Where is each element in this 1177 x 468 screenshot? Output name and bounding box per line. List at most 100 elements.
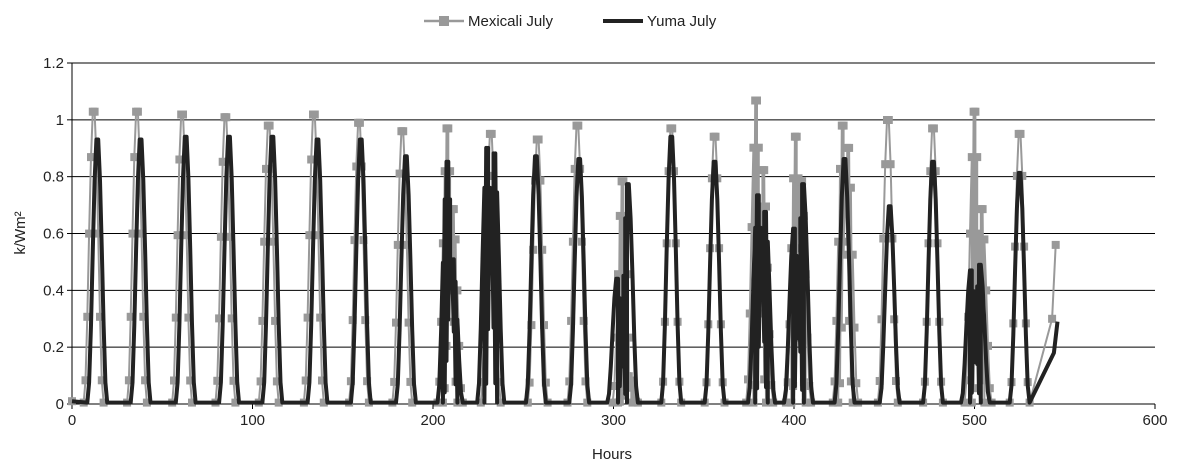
legend: Mexicali July Yuma July (424, 13, 717, 30)
data-point-mexicali (216, 232, 225, 241)
data-point-mexicali (886, 160, 895, 169)
data-point-mexicali (877, 315, 886, 324)
data-point-mexicali (404, 318, 413, 327)
data-point-mexicali (262, 164, 270, 173)
data-point-mexicali (318, 376, 326, 385)
data-point-mexicali (836, 379, 844, 388)
data-point-mexicali (399, 127, 408, 136)
x-tick-label: 300 (601, 412, 626, 429)
data-point-mexicali (301, 376, 310, 385)
data-point-mexicali (352, 162, 361, 171)
data-point-mexicali (171, 313, 180, 322)
data-point-mexicali (982, 286, 991, 295)
data-point-mexicali (574, 121, 583, 130)
data-point-mexicali (839, 121, 848, 130)
data-point-mexicali (753, 96, 761, 105)
data-point-mexicali (87, 153, 95, 162)
data-point-mexicali (711, 132, 720, 141)
y-axis-title: k/Wm² (12, 211, 29, 254)
data-point-mexicali (182, 231, 191, 240)
data-point-mexicali (272, 377, 281, 386)
data-point-mexicali (985, 384, 994, 393)
data-point-mexicali (408, 398, 417, 407)
data-point-mexicali (668, 124, 677, 133)
data-point-mexicali (186, 376, 195, 385)
data-point-mexicali (97, 376, 106, 385)
data-point-mexicali (929, 124, 938, 133)
data-point-mexicali (188, 398, 196, 407)
data-point-mexicali (608, 398, 617, 407)
data-point-mexicali (879, 234, 888, 243)
data-point-mexicali (390, 377, 399, 386)
data-point-mexicali (260, 237, 269, 246)
plot-series (68, 96, 1060, 407)
data-point-mexicali (179, 110, 187, 119)
data-point-mexicali (975, 235, 983, 244)
data-point-mexicali (567, 316, 576, 325)
data-point-mexicali (303, 313, 312, 322)
data-point-mexicali (875, 377, 884, 385)
data-point-mexicali (355, 118, 364, 127)
data-point-mexicali (139, 312, 148, 321)
data-point-mexicali (538, 245, 547, 254)
data-point-mexicali (229, 376, 238, 385)
data-point-mexicali (978, 205, 987, 214)
x-tick-label: 500 (962, 412, 987, 429)
data-point-mexicali (832, 316, 841, 325)
data-point-mexicali (173, 231, 182, 240)
y-tick-label: 0 (56, 396, 64, 413)
data-point-mexicali (256, 377, 265, 386)
data-point-mexicali (610, 382, 619, 390)
x-tick-label: 200 (420, 412, 445, 429)
data-point-mexicali (834, 398, 843, 407)
data-point-mexicali (99, 398, 108, 407)
data-point-mexicali (213, 376, 222, 385)
data-point-mexicali (94, 229, 103, 238)
data-point-mexicali (798, 177, 807, 186)
data-point-mexicali (225, 232, 234, 241)
legend-item-yuma: Yuma July (603, 13, 717, 30)
data-point-mexicali (218, 157, 227, 166)
data-point-mexicali (496, 398, 505, 407)
data-point-mexicali (258, 316, 267, 325)
data-point-mexicali (444, 124, 453, 133)
series-line-mexicali (71, 99, 1057, 404)
data-point-mexicali (307, 155, 316, 164)
data-point-mexicali (449, 205, 458, 214)
data-point-mexicali (1048, 314, 1057, 323)
data-point-mexicali (184, 313, 193, 322)
data-point-mexicali (392, 318, 400, 327)
data-point-mexicali (789, 174, 798, 183)
legend-label-yuma: Yuma July (647, 13, 717, 30)
data-point-mexicali (133, 107, 142, 116)
y-tick-label: 0.2 (43, 339, 64, 356)
data-point-mexicali (762, 202, 770, 211)
data-point-mexicali (626, 376, 635, 385)
data-point-mexicali (754, 143, 763, 152)
data-point-mexicali (96, 312, 104, 321)
data-point-mexicali (846, 183, 855, 192)
data-point-mexicali (393, 240, 402, 249)
data-point-mexicali (175, 155, 184, 164)
data-point-mexicali (487, 129, 496, 138)
series-yuma (71, 134, 1060, 405)
data-point-mexicali (142, 398, 151, 407)
data-point-mexicali (837, 323, 846, 332)
x-axis-ticks: 0 100 200 300 400 500 600 (68, 404, 1168, 429)
data-point-mexicali (834, 237, 843, 246)
data-point-mexicali (884, 116, 893, 124)
data-point-mexicali (794, 211, 803, 220)
data-point-mexicali (319, 398, 328, 407)
data-point-mexicali (973, 153, 982, 162)
legend-item-mexicali: Mexicali July (424, 13, 554, 30)
data-point-mexicali (310, 110, 319, 119)
data-point-mexicali (269, 237, 278, 246)
data-point-mexicali (852, 379, 861, 388)
data-point-mexicali (747, 223, 756, 232)
data-point-mexicali (845, 143, 854, 152)
data-point-mexicali (402, 240, 411, 249)
y-tick-label: 0.8 (43, 169, 64, 186)
data-point-mexicali (124, 376, 133, 385)
data-point-mexicali (615, 211, 624, 220)
